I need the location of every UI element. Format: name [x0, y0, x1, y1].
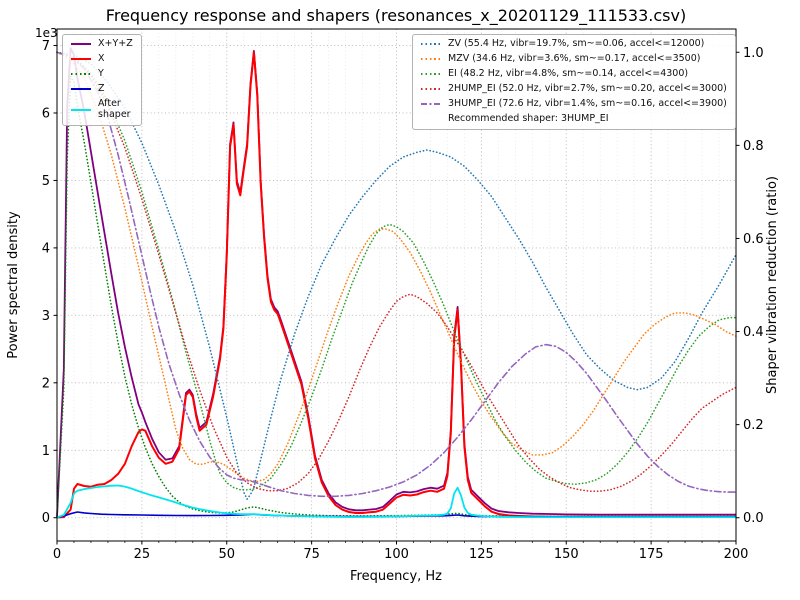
y-right-axis-label: Shaper vibration reduction (ratio)	[765, 176, 780, 394]
legend-item-label: EI (48.2 Hz, vibr=4.8%, sm~=0.14, accel<…	[448, 67, 689, 79]
y-left-tick-label: 5	[42, 174, 50, 189]
shaper-series-zv	[56, 51, 737, 500]
legend-line-sample-icon	[421, 43, 441, 46]
legend-item-label: 3HUMP_EI (72.6 Hz, vibr=1.4%, sm~=0.16, …	[448, 97, 727, 109]
y-right-tick-label: 0.0	[743, 511, 764, 526]
legend-line-sample-icon	[71, 43, 91, 46]
psd-legend: X+Y+Z X Y Z After shaper	[62, 34, 142, 126]
legend-item-label: 2HUMP_EI (52.0 Hz, vibr=2.7%, sm~=0.20, …	[448, 82, 727, 94]
shaper-series-3hump_ei	[56, 51, 737, 498]
legend-item-label: Y	[98, 67, 104, 79]
legend-note: Recommended shaper: 3HUMP_EI	[421, 112, 727, 125]
y-left-tick-label: 7	[42, 39, 50, 54]
legend-item-label: X	[98, 52, 105, 64]
legend-line-sample-icon	[71, 108, 91, 111]
y-left-tick-label: 4	[42, 241, 50, 256]
y-left-tick-label: 2	[42, 376, 50, 391]
y-right-tick-label: 0.8	[743, 139, 764, 154]
legend-item: ZV (55.4 Hz, vibr=19.7%, sm~=0.06, accel…	[421, 38, 727, 50]
legend-item: Z	[71, 82, 133, 95]
x-tick-label: 125	[469, 547, 494, 562]
legend-item: X	[71, 52, 133, 65]
legend-line-sample-icon	[71, 88, 91, 91]
y-left-tick-label: 0	[42, 511, 50, 526]
legend-item: Y	[71, 67, 133, 80]
legend-item-label: ZV (55.4 Hz, vibr=19.7%, sm~=0.06, accel…	[448, 38, 705, 49]
x-tick-label: 75	[303, 547, 320, 562]
legend-line-sample-icon	[421, 58, 441, 61]
y-left-tick-label: 1	[42, 444, 50, 459]
recommended-shaper-text: Recommended shaper: 3HUMP_EI	[448, 112, 609, 124]
legend-line-sample-icon	[421, 103, 441, 106]
x-tick-label: 50	[218, 547, 235, 562]
x-tick-label: 200	[724, 547, 749, 562]
shaper-legend: ZV (55.4 Hz, vibr=19.7%, sm~=0.06, accel…	[412, 34, 736, 130]
shaper-series-mzv	[56, 51, 737, 483]
x-tick-label: 150	[554, 547, 579, 562]
legend-item: X+Y+Z	[71, 38, 133, 50]
x-axis-label: Frequency, Hz	[350, 569, 442, 584]
psd-series-x	[56, 51, 736, 519]
legend-item-label: After shaper	[98, 97, 131, 120]
legend-line-sample-icon	[421, 73, 441, 76]
legend-item: EI (48.2 Hz, vibr=4.8%, sm~=0.14, accel<…	[421, 67, 727, 80]
y-axis-offset-text: 1e3	[35, 26, 58, 40]
legend-line-sample-icon	[421, 88, 441, 91]
legend-item-label: X+Y+Z	[98, 38, 133, 49]
x-tick-label: 0	[53, 547, 61, 562]
legend-note-spacer	[421, 118, 441, 120]
x-tick-label: 25	[134, 547, 151, 562]
y-left-axis-label: Power spectral density	[6, 211, 21, 359]
x-tick-label: 175	[639, 547, 664, 562]
y-right-tick-label: 0.4	[743, 325, 764, 340]
y-left-tick-label: 3	[42, 309, 50, 324]
psd-series-after	[56, 484, 736, 519]
legend-item: 3HUMP_EI (72.6 Hz, vibr=1.4%, sm~=0.16, …	[421, 97, 727, 110]
legend-item-label: Z	[98, 82, 105, 94]
y-left-tick-label: 6	[42, 106, 50, 121]
legend-line-sample-icon	[71, 58, 91, 61]
shaper-series-2hump_ei	[56, 51, 737, 492]
legend-item: 2HUMP_EI (52.0 Hz, vibr=2.7%, sm~=0.20, …	[421, 82, 727, 95]
legend-line-sample-icon	[71, 73, 91, 76]
legend-item-label: MZV (34.6 Hz, vibr=3.6%, sm~=0.17, accel…	[448, 52, 701, 64]
legend-item: MZV (34.6 Hz, vibr=3.6%, sm~=0.17, accel…	[421, 52, 727, 65]
chart-title: Frequency response and shapers (resonanc…	[106, 6, 686, 26]
y-right-tick-label: 0.2	[743, 418, 764, 433]
y-right-tick-label: 0.6	[743, 232, 764, 247]
y-right-tick-label: 1.0	[743, 46, 764, 61]
x-tick-label: 100	[384, 547, 409, 562]
legend-item: After shaper	[71, 97, 133, 121]
